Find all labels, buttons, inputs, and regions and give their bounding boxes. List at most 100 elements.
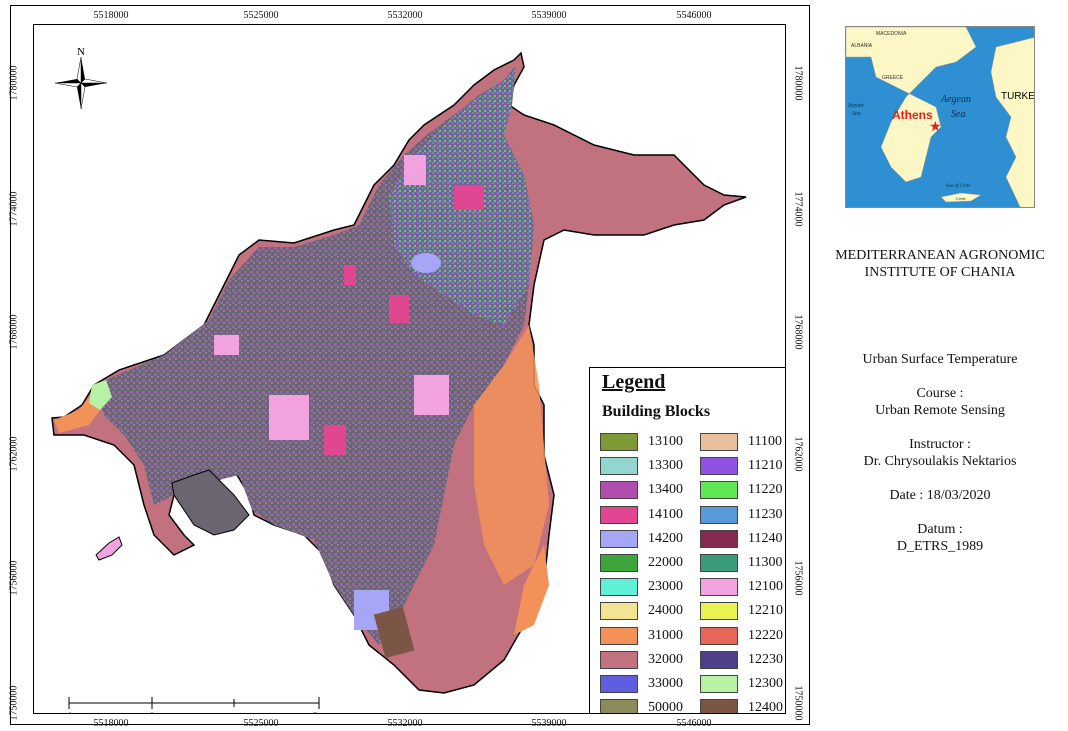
- patch-14100-1: [389, 295, 409, 323]
- info-panel: MEDITERRANEAN AGRONOMIC INSTITUTE OF CHA…: [815, 247, 1065, 555]
- inset-label-ionian: Ionian: [847, 103, 864, 109]
- datum-label: Datum :: [917, 522, 963, 537]
- y-tick-right-3: 1768000: [792, 314, 804, 350]
- legend-label: 31000: [648, 627, 683, 643]
- piraeus-peninsula: [171, 469, 250, 536]
- legend-item-11220: 11220: [700, 480, 782, 500]
- legend-label: 14100: [648, 506, 683, 522]
- y-tick-left-2: 1774000: [8, 191, 20, 227]
- legend-item-22000: 22000: [600, 553, 683, 573]
- legend-label: 12300: [748, 676, 783, 691]
- patch-14100-2: [324, 425, 346, 455]
- y-tick-left-5: 1756000: [8, 560, 20, 596]
- y-tick-right-6: 1750000: [792, 685, 804, 721]
- legend-label: 14200: [648, 530, 683, 546]
- y-tick-left-6: 1750000: [8, 685, 20, 721]
- legend-swatch: [700, 699, 738, 713]
- x-tick-bottom-3: 5532000: [387, 718, 423, 729]
- institute-line-1: MEDITERRANEAN AGRONOMIC: [835, 248, 1045, 263]
- legend-item-12300: 12300: [700, 674, 783, 694]
- inset-label-albania: ALBANIA: [851, 43, 873, 49]
- legend-label: 11100: [748, 434, 782, 449]
- legend-label: 12230: [748, 651, 783, 667]
- scale-bar: 4 0 8 Km: [64, 695, 324, 713]
- legend-item-14200: 14200: [600, 529, 683, 549]
- x-tick-bottom-5: 5546000: [676, 718, 712, 729]
- legend-swatch: [700, 554, 738, 572]
- legend-swatch: [700, 626, 738, 645]
- legend-swatch: [600, 505, 638, 524]
- north-arrow-icon: [54, 56, 108, 110]
- inset-svg: ALBANIA MACEDONIA GREECE TURKEY Ionian S…: [846, 27, 1035, 207]
- inset-label-aegean: Aegean: [940, 94, 971, 105]
- legend-swatch: [700, 602, 738, 621]
- scale-label-zero: 0: [149, 709, 155, 713]
- institute-line-2: INSTITUTE OF CHANIA: [864, 265, 1016, 280]
- map-neatline[interactable]: N 4 0 8 Km Legend Building Blocks 13100 1…: [33, 24, 786, 714]
- legend-swatch: [600, 554, 638, 572]
- map-canvas[interactable]: N: [34, 25, 786, 714]
- patch-12100-2: [414, 375, 449, 415]
- course-name: Urban Remote Sensing: [875, 403, 1005, 418]
- inset-label-athens: Athens: [892, 108, 933, 122]
- legend-item-13100: 13100: [600, 432, 683, 452]
- patch-14100-4: [344, 265, 356, 285]
- y-tick-right-1: 1780000: [792, 65, 804, 101]
- instructor-label: Instructor :: [909, 437, 971, 452]
- x-tick-top-1: 5518000: [93, 10, 129, 21]
- legend-swatch: [700, 505, 738, 524]
- instructor-name: Dr. Chrysoulakis Nektarios: [863, 454, 1017, 469]
- north-label: N: [77, 46, 85, 58]
- legend-swatch: [600, 433, 638, 451]
- y-tick-left-4: 1762000: [8, 436, 20, 472]
- legend-item-12230: 12230: [700, 650, 783, 670]
- legend-item-11240: 11240: [700, 529, 782, 549]
- patch-14200-1: [411, 253, 441, 273]
- scale-label-left: 4: [66, 709, 72, 713]
- legend-label: 11210: [748, 458, 783, 474]
- legend-swatch: [600, 699, 638, 713]
- x-tick-bottom-2: 5525000: [243, 718, 279, 729]
- legend-label: 24000: [648, 603, 683, 619]
- inset-label-crete: Crete: [956, 196, 967, 201]
- patch-12100-3: [404, 155, 426, 185]
- legend-item-13300: 13300: [600, 456, 683, 476]
- y-tick-left-1: 1780000: [8, 65, 20, 101]
- inset-label-sea: Sea: [951, 109, 965, 120]
- legend-label: 23000: [648, 579, 683, 595]
- legend-swatch: [600, 481, 638, 500]
- legend-label: 11240: [748, 530, 783, 546]
- legend-label: 13100: [648, 434, 683, 449]
- legend-swatch: [600, 457, 638, 476]
- inset-label-turkey: TURKEY: [1001, 91, 1035, 102]
- map-frame: 5518000 5525000 5532000 5539000 5546000 …: [8, 5, 810, 729]
- y-tick-right-5: 1756000: [792, 560, 804, 596]
- legend-swatch: [600, 626, 638, 645]
- legend-subtitle: Building Blocks: [602, 403, 711, 420]
- inset-land-greece: [846, 27, 977, 183]
- inset-land-crete: [940, 192, 982, 203]
- legend-swatch: [700, 433, 738, 451]
- legend-item-33000: 33000: [600, 674, 683, 694]
- legend-item-11300: 11300: [700, 553, 782, 573]
- patch-31000-east: [474, 325, 549, 585]
- inset-label-ionian-sea: Sea: [852, 111, 861, 117]
- y-tick-left-3: 1768000: [8, 314, 20, 350]
- x-tick-bottom-4: 5539000: [531, 718, 567, 729]
- patch-12100-4: [214, 335, 239, 355]
- legend-item-12210: 12210: [700, 601, 783, 621]
- course-label: Course :: [916, 386, 964, 401]
- legend-swatch: [700, 481, 738, 500]
- legend-item-11210: 11210: [700, 456, 782, 476]
- legend-label: 13300: [648, 458, 683, 474]
- locator-inset-map: ALBANIA MACEDONIA GREECE TURKEY Ionian S…: [845, 26, 1035, 208]
- inset-label-crete-sea: Sea of Crete: [946, 184, 971, 189]
- athens-star-icon: ★: [929, 119, 942, 135]
- inset-label-macedonia: MACEDONIA: [876, 31, 907, 37]
- legend-item-24000: 24000: [600, 601, 683, 621]
- legend-label: 50000: [648, 700, 683, 714]
- legend-label: 11300: [748, 555, 783, 570]
- legend-label: 32000: [648, 651, 683, 667]
- legend: Legend Building Blocks 13100 11100 13300 11…: [589, 367, 785, 714]
- inset-land-turkey: [990, 37, 1034, 207]
